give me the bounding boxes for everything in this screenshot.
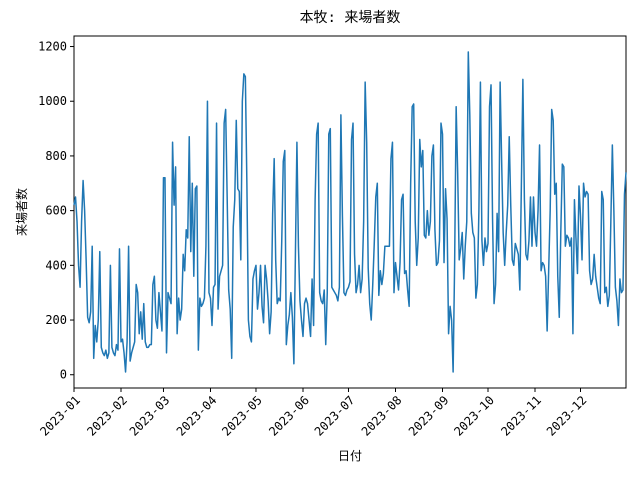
x-tick-label: 2023-08 [359, 393, 405, 439]
x-tick-label: 2023-12 [544, 393, 590, 439]
y-tick-label: 400 [45, 258, 67, 272]
y-tick-label: 1200 [38, 40, 67, 54]
x-tick-label: 2023-04 [174, 393, 220, 439]
x-tick-label: 2023-01 [37, 393, 83, 439]
y-tick-label: 600 [45, 204, 67, 218]
x-axis-label: 日付 [338, 449, 362, 463]
y-tick-label: 800 [45, 149, 67, 163]
x-tick-label: 2023-05 [219, 393, 265, 439]
x-tick-label: 2023-02 [84, 393, 130, 439]
x-tick-label: 2023-06 [266, 393, 312, 439]
x-tick-label: 2023-11 [498, 393, 544, 439]
x-tick-label: 2023-03 [127, 393, 173, 439]
data-line [73, 51, 627, 373]
x-tick-label: 2023-10 [451, 393, 497, 439]
y-tick-label: 200 [45, 313, 67, 327]
y-tick-label: 1000 [38, 94, 67, 108]
x-tick-label: 2023-09 [406, 393, 452, 439]
y-axis-label: 来場者数 [14, 188, 29, 236]
plot-frame [73, 35, 627, 389]
chart-title: 本牧: 来場者数 [300, 10, 401, 26]
y-tick-label: 0 [60, 368, 67, 382]
x-tick-label: 2023-07 [312, 393, 358, 439]
